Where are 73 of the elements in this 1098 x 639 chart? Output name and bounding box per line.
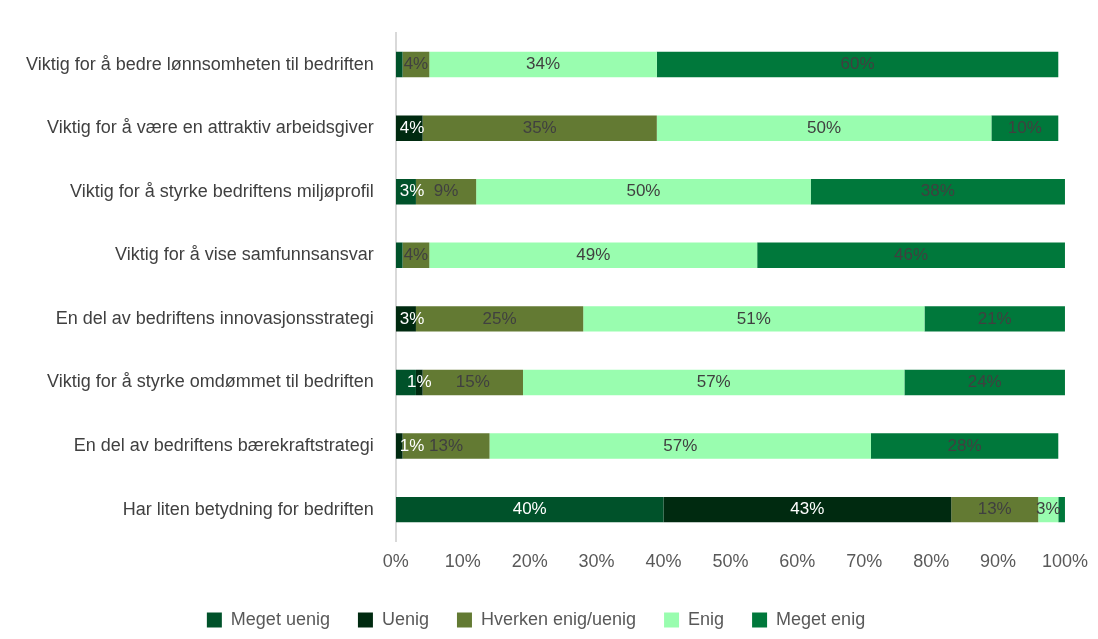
bar bbox=[395, 433, 403, 459]
data-label: 10% bbox=[1007, 117, 1042, 137]
y-tick-label: En del av bedriftens bærekraftstrategi bbox=[73, 435, 374, 456]
bar bbox=[656, 115, 992, 141]
legend-label: Hverken enig/uenig bbox=[480, 608, 637, 629]
data-label: 24% bbox=[967, 372, 1002, 392]
x-tick-label: 50% bbox=[712, 551, 749, 572]
data-label: 1% bbox=[406, 372, 432, 392]
bar bbox=[476, 179, 811, 205]
data-label: 51% bbox=[736, 308, 771, 328]
bar bbox=[904, 369, 1065, 396]
bar bbox=[523, 369, 905, 396]
bar bbox=[583, 306, 925, 332]
x-tick-label: 90% bbox=[980, 551, 1017, 572]
x-tick-label: 80% bbox=[913, 551, 950, 572]
data-label: 49% bbox=[576, 245, 611, 264]
data-label: 57% bbox=[696, 372, 731, 392]
data-label: 1% bbox=[399, 435, 425, 455]
data-label: 60% bbox=[840, 54, 875, 74]
data-label: 50% bbox=[626, 181, 661, 201]
data-label: 4% bbox=[399, 117, 425, 137]
y-tick-label: Viktig for å bedre lønnsomheten til bedriften bbox=[25, 53, 374, 74]
bar bbox=[663, 496, 952, 523]
x-tick-label: 60% bbox=[779, 551, 816, 572]
data-label: 21% bbox=[977, 308, 1012, 328]
y-tick-label: Viktig for å vise samfunnsansvar bbox=[115, 244, 374, 265]
data-label: 4% bbox=[403, 54, 429, 74]
data-label: 28% bbox=[947, 435, 982, 455]
y-tick-label: Viktig for å være en attraktiv arbeidsgiver bbox=[47, 117, 374, 138]
x-tick-label: 100% bbox=[1041, 551, 1088, 572]
data-label: 38% bbox=[920, 181, 955, 201]
y-tick-label: Har liten betydning for bedriften bbox=[122, 498, 374, 519]
y-tick-label: Viktig for å styrke omdømmet til bedriften bbox=[47, 371, 374, 392]
data-label: 13% bbox=[977, 499, 1012, 519]
bar bbox=[489, 433, 871, 459]
data-label: 9% bbox=[433, 181, 459, 201]
legend-label: Meget enig bbox=[776, 608, 866, 629]
data-label: 34% bbox=[526, 54, 561, 74]
data-label: 25% bbox=[482, 308, 517, 328]
bar bbox=[395, 51, 403, 78]
data-label: 35% bbox=[522, 117, 557, 137]
x-tick-label: 30% bbox=[578, 551, 615, 572]
y-tick-label: Viktig for å styrke bedriftens miljøprofil bbox=[70, 180, 374, 201]
data-label: 15% bbox=[455, 372, 490, 392]
y-tick-label: En del av bedriftens innovasjonsstrategi bbox=[55, 307, 374, 328]
x-tick-label: 0% bbox=[382, 551, 409, 572]
bar bbox=[422, 115, 657, 141]
data-label: 43% bbox=[790, 499, 825, 519]
legend-label: Meget uenig bbox=[230, 608, 330, 629]
x-tick-label: 20% bbox=[511, 551, 548, 572]
bar bbox=[870, 433, 1059, 459]
x-tick-label: 40% bbox=[645, 551, 682, 572]
data-label: 4% bbox=[403, 245, 429, 264]
data-label: 3% bbox=[399, 308, 425, 328]
bar bbox=[429, 51, 657, 78]
data-label: 13% bbox=[429, 435, 464, 455]
bar bbox=[757, 242, 1065, 269]
data-label: 3% bbox=[399, 181, 425, 201]
data-label: 57% bbox=[663, 435, 698, 455]
bar bbox=[991, 115, 1059, 141]
bar bbox=[656, 51, 1059, 78]
x-tick-label: 10% bbox=[444, 551, 481, 572]
x-tick-label: 70% bbox=[846, 551, 883, 572]
data-label: 50% bbox=[807, 117, 842, 137]
data-label: 46% bbox=[894, 245, 929, 264]
bar bbox=[395, 242, 403, 269]
legend-label: Enig bbox=[688, 608, 725, 629]
data-label: 40% bbox=[512, 499, 547, 519]
bar bbox=[810, 179, 1065, 205]
bar bbox=[924, 306, 1065, 332]
legend-label: Uenig bbox=[381, 608, 429, 629]
bar bbox=[395, 496, 664, 523]
bar bbox=[429, 242, 758, 269]
